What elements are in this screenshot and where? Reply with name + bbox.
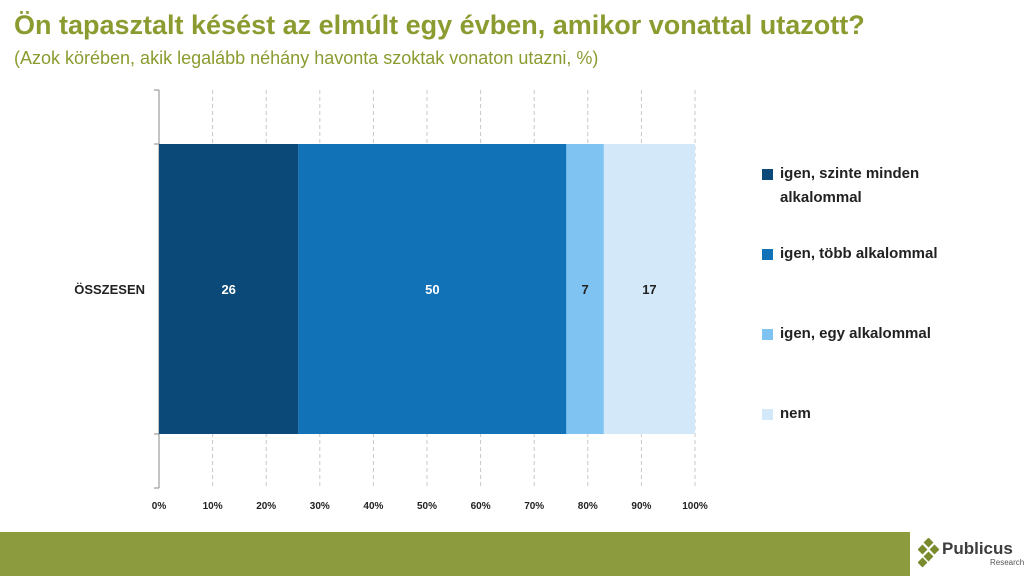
data-label-series-1: 26 (221, 282, 235, 297)
legend-label-series-3: igen, egy alkalommal (780, 325, 931, 342)
bar-segment-series-3 (566, 144, 604, 434)
chart-title: Ön tapasztalt késést az elmúlt egy évben… (14, 10, 865, 40)
x-tick-label-60: 60% (471, 501, 491, 512)
footer-bar (0, 532, 910, 576)
chart-subtitle: (Azok körében, akik legalább néhány havo… (14, 48, 599, 68)
bar-segment-series-2 (298, 144, 567, 434)
x-tick-label-20: 20% (256, 501, 276, 512)
bar-segment-series-4 (603, 144, 695, 434)
data-label-series-2: 50 (425, 282, 439, 297)
x-tick-label-90: 90% (631, 501, 651, 512)
data-label-series-4: 17 (642, 282, 656, 297)
x-tick-label-80: 80% (578, 501, 598, 512)
legend-swatch-series-3 (762, 329, 773, 340)
x-tick-label-70: 70% (524, 501, 544, 512)
legend-swatch-series-1 (762, 169, 773, 180)
legend-swatch-series-2 (762, 249, 773, 260)
bar-segment-series-1 (159, 144, 299, 434)
x-tick-label-100: 100% (682, 501, 708, 512)
legend-label-series-1: igen, szinte minden alkalommal (780, 165, 920, 206)
category-label: ÖSSZESEN (74, 282, 145, 297)
publicus-logo-subtext: Research (990, 558, 1024, 567)
publicus-logo-icon (918, 538, 940, 568)
legend-label-series-2: igen, több alkalommal (780, 245, 938, 262)
legend-label-series-4: nem (780, 405, 811, 422)
data-label-series-3: 7 (582, 282, 589, 297)
publicus-logo: Publicus Research (918, 536, 1024, 572)
publicus-logo-text: Publicus (942, 539, 1013, 558)
x-tick-label-0: 0% (152, 501, 167, 512)
x-tick-label-10: 10% (203, 501, 223, 512)
x-tick-label-50: 50% (417, 501, 437, 512)
x-tick-label-40: 40% (363, 501, 383, 512)
legend-swatch-series-4 (762, 409, 773, 420)
x-tick-label-30: 30% (310, 501, 330, 512)
